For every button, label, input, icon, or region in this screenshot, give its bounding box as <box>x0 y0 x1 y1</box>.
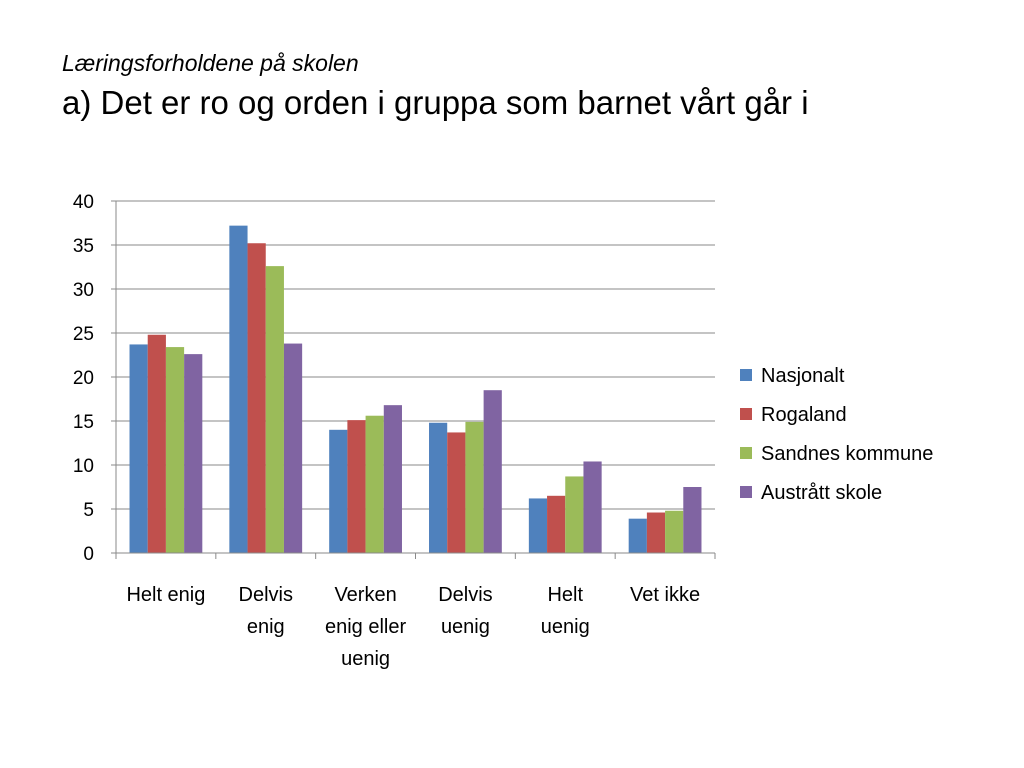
bar-rogaland <box>347 420 366 553</box>
legend: Nasjonalt Rogaland Sandnes kommune Austrått… <box>740 365 933 504</box>
slide-subtitle: Læringsforholdene på skolen <box>62 50 359 76</box>
bar-sandnes-kommune <box>565 476 584 553</box>
slide-title: a) Det er ro og orden i gruppa som barne… <box>62 84 809 121</box>
category-label-line: Helt <box>547 584 583 606</box>
y-tick-label: 15 <box>73 412 94 433</box>
bar-nasjonalt <box>229 225 248 553</box>
category-label: Vet ikke <box>630 584 700 606</box>
category-labels: Helt enig Delvis enig Verken enig eller uenig… <box>126 584 700 670</box>
bar-sandnes-kommune <box>365 415 384 553</box>
legend-swatch <box>740 408 752 420</box>
category-label-line: enig eller <box>325 616 407 638</box>
category-label-line: Vet ikke <box>630 584 700 606</box>
bar-austrått-skole <box>683 487 702 553</box>
y-tick-label: 30 <box>73 280 94 301</box>
bar-austrått-skole <box>583 461 602 553</box>
category-label-line: uenig <box>341 648 390 670</box>
bar-rogaland <box>247 243 266 554</box>
bar-nasjonalt <box>429 422 448 553</box>
bar-sandnes-kommune <box>465 421 484 553</box>
bar-austrått-skole <box>283 343 303 553</box>
category-label: Verken enig eller uenig <box>325 584 407 670</box>
category-label-line: Delvis <box>438 584 492 606</box>
y-tick-labels: 0 5 10 15 20 25 30 35 40 <box>73 192 94 565</box>
y-tick-label: 25 <box>73 324 94 345</box>
legend-label: Nasjonalt <box>761 365 845 387</box>
y-tick-label: 20 <box>73 368 94 389</box>
axes <box>111 200 716 559</box>
y-tick-label: 35 <box>73 236 94 257</box>
y-tick-label: 0 <box>83 544 94 565</box>
bar-rogaland <box>547 495 566 553</box>
gridlines <box>116 200 715 510</box>
bar-nasjonalt <box>628 518 647 553</box>
y-tick-label: 10 <box>73 456 94 477</box>
bar-rogaland <box>646 512 666 553</box>
category-label-line: Verken <box>334 584 396 606</box>
bar-austrått-skole <box>184 354 203 553</box>
legend-swatch <box>740 447 752 459</box>
category-label: Helt enig <box>126 584 205 606</box>
bar-austrått-skole <box>483 390 502 553</box>
y-tick-label: 5 <box>83 500 94 521</box>
bar-sandnes-kommune <box>665 510 684 553</box>
category-label: Helt uenig <box>541 584 590 638</box>
bars <box>129 225 702 554</box>
bar-nasjonalt <box>528 498 548 553</box>
bar-rogaland <box>147 334 166 553</box>
bar-nasjonalt <box>329 429 348 553</box>
bar-sandnes-kommune <box>165 347 185 553</box>
category-label-line: Delvis <box>239 584 293 606</box>
bar-nasjonalt <box>129 344 148 553</box>
legend-label: Austrått skole <box>761 482 882 504</box>
category-label: Delvis uenig <box>438 584 492 638</box>
legend-swatch <box>740 369 752 381</box>
category-label-line: uenig <box>541 616 590 638</box>
category-label: Delvis enig <box>239 584 293 638</box>
legend-label: Sandnes kommune <box>761 443 933 465</box>
legend-label: Rogaland <box>761 404 847 426</box>
y-tick-label: 40 <box>73 192 94 213</box>
category-label-line: uenig <box>441 616 490 638</box>
bar-sandnes-kommune <box>265 266 284 553</box>
category-label-line: enig <box>247 616 285 638</box>
legend-swatch <box>740 486 752 498</box>
bar-austrått-skole <box>383 405 402 553</box>
category-label-line: Helt enig <box>126 584 205 606</box>
bar-rogaland <box>447 432 466 553</box>
